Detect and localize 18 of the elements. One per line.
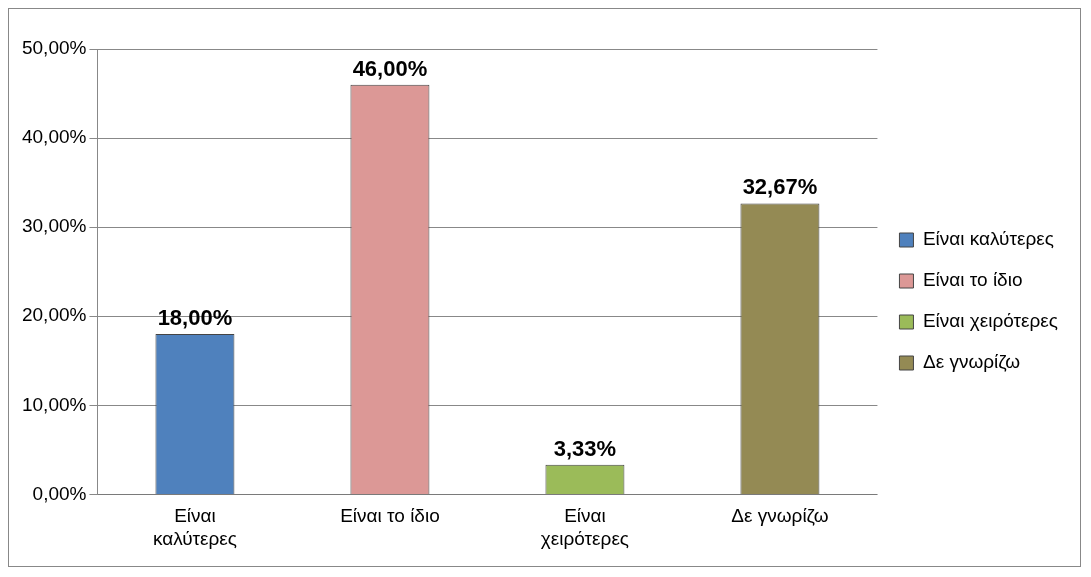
data-label: 46,00%	[352, 55, 428, 81]
x-tick-label: Δε γνωρίζω	[731, 505, 829, 527]
y-tick-label: 30,00%	[21, 215, 87, 237]
legend-label: Είναι το ίδιο	[922, 269, 1023, 291]
legend-label: Είναι χειρότερες	[922, 310, 1058, 332]
y-tick-label: 50,00%	[21, 37, 87, 59]
y-tick-label: 20,00%	[21, 304, 87, 326]
data-label: 32,67%	[742, 174, 818, 200]
legend-label: Δε γνωρίζω	[922, 351, 1021, 373]
x-tick-label: Είναι καλύτερες	[152, 505, 237, 549]
data-label: 18,00%	[157, 305, 233, 331]
x-tick-label: Είναι το ίδιο	[340, 505, 440, 527]
legend-label: Είναι καλύτερες	[922, 228, 1054, 250]
data-label: 3,33%	[553, 435, 617, 461]
y-tick-label: 0,00%	[32, 482, 87, 504]
y-tick-label: 10,00%	[21, 393, 87, 415]
x-tick-label: Είναι χειρότερες	[540, 505, 630, 549]
y-tick-label: 40,00%	[21, 126, 87, 148]
